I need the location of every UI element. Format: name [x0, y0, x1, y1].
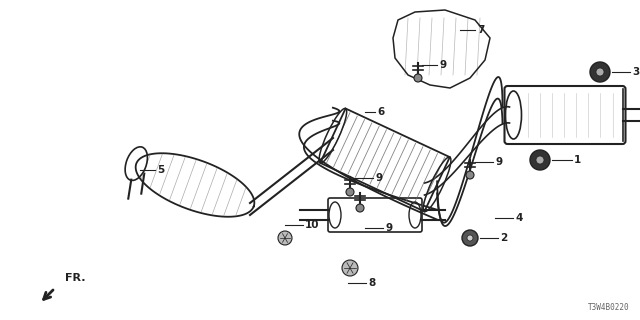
- Circle shape: [536, 156, 544, 164]
- Text: 2: 2: [500, 233, 508, 243]
- Circle shape: [278, 231, 292, 245]
- Text: 6: 6: [377, 107, 384, 117]
- Circle shape: [590, 62, 610, 82]
- Text: 8: 8: [368, 278, 375, 288]
- Circle shape: [530, 150, 550, 170]
- Circle shape: [356, 204, 364, 212]
- Circle shape: [467, 235, 473, 241]
- Circle shape: [462, 230, 478, 246]
- Text: 9: 9: [495, 157, 502, 167]
- Circle shape: [596, 68, 604, 76]
- Circle shape: [466, 171, 474, 179]
- Text: 4: 4: [515, 213, 522, 223]
- Circle shape: [414, 74, 422, 82]
- Text: 10: 10: [305, 220, 319, 230]
- Text: FR.: FR.: [65, 273, 86, 283]
- Text: 7: 7: [477, 25, 484, 35]
- Text: T3W4B0220: T3W4B0220: [588, 303, 630, 312]
- Circle shape: [342, 260, 358, 276]
- Circle shape: [346, 188, 354, 196]
- Text: 5: 5: [157, 165, 164, 175]
- Text: 9: 9: [385, 223, 392, 233]
- Text: 9: 9: [439, 60, 446, 70]
- Text: 1: 1: [574, 155, 581, 165]
- Text: 9: 9: [375, 173, 382, 183]
- Text: 3: 3: [632, 67, 639, 77]
